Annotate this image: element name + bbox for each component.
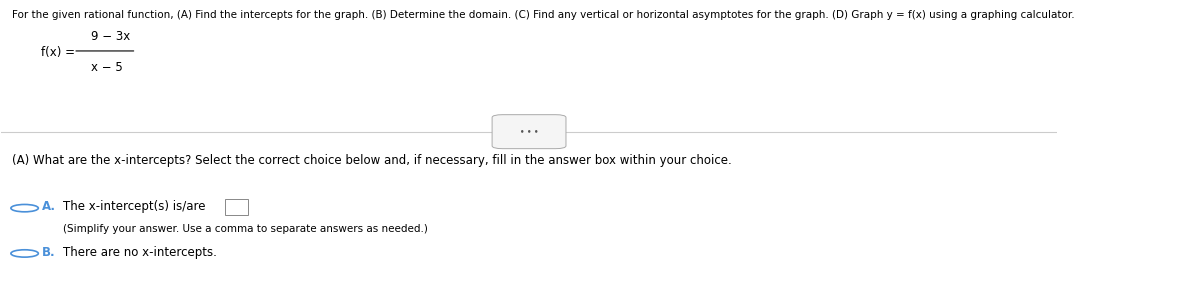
FancyBboxPatch shape bbox=[492, 115, 566, 149]
Text: (Simplify your answer. Use a comma to separate answers as needed.): (Simplify your answer. Use a comma to se… bbox=[62, 225, 427, 235]
Text: B.: B. bbox=[42, 246, 55, 259]
Text: The x-intercept(s) is/are: The x-intercept(s) is/are bbox=[62, 200, 205, 213]
Text: For the given rational function, (A) Find the intercepts for the graph. (B) Dete: For the given rational function, (A) Fin… bbox=[12, 10, 1074, 20]
Text: A.: A. bbox=[42, 200, 55, 213]
Text: x − 5: x − 5 bbox=[91, 61, 122, 74]
Text: • • •: • • • bbox=[520, 129, 539, 135]
Text: f(x) =: f(x) = bbox=[42, 46, 76, 59]
FancyBboxPatch shape bbox=[226, 199, 248, 215]
Text: There are no x-intercepts.: There are no x-intercepts. bbox=[62, 246, 216, 259]
Text: (A) What are the x-intercepts? Select the correct choice below and, if necessary: (A) What are the x-intercepts? Select th… bbox=[12, 154, 732, 167]
Text: 9 − 3x: 9 − 3x bbox=[91, 30, 131, 43]
